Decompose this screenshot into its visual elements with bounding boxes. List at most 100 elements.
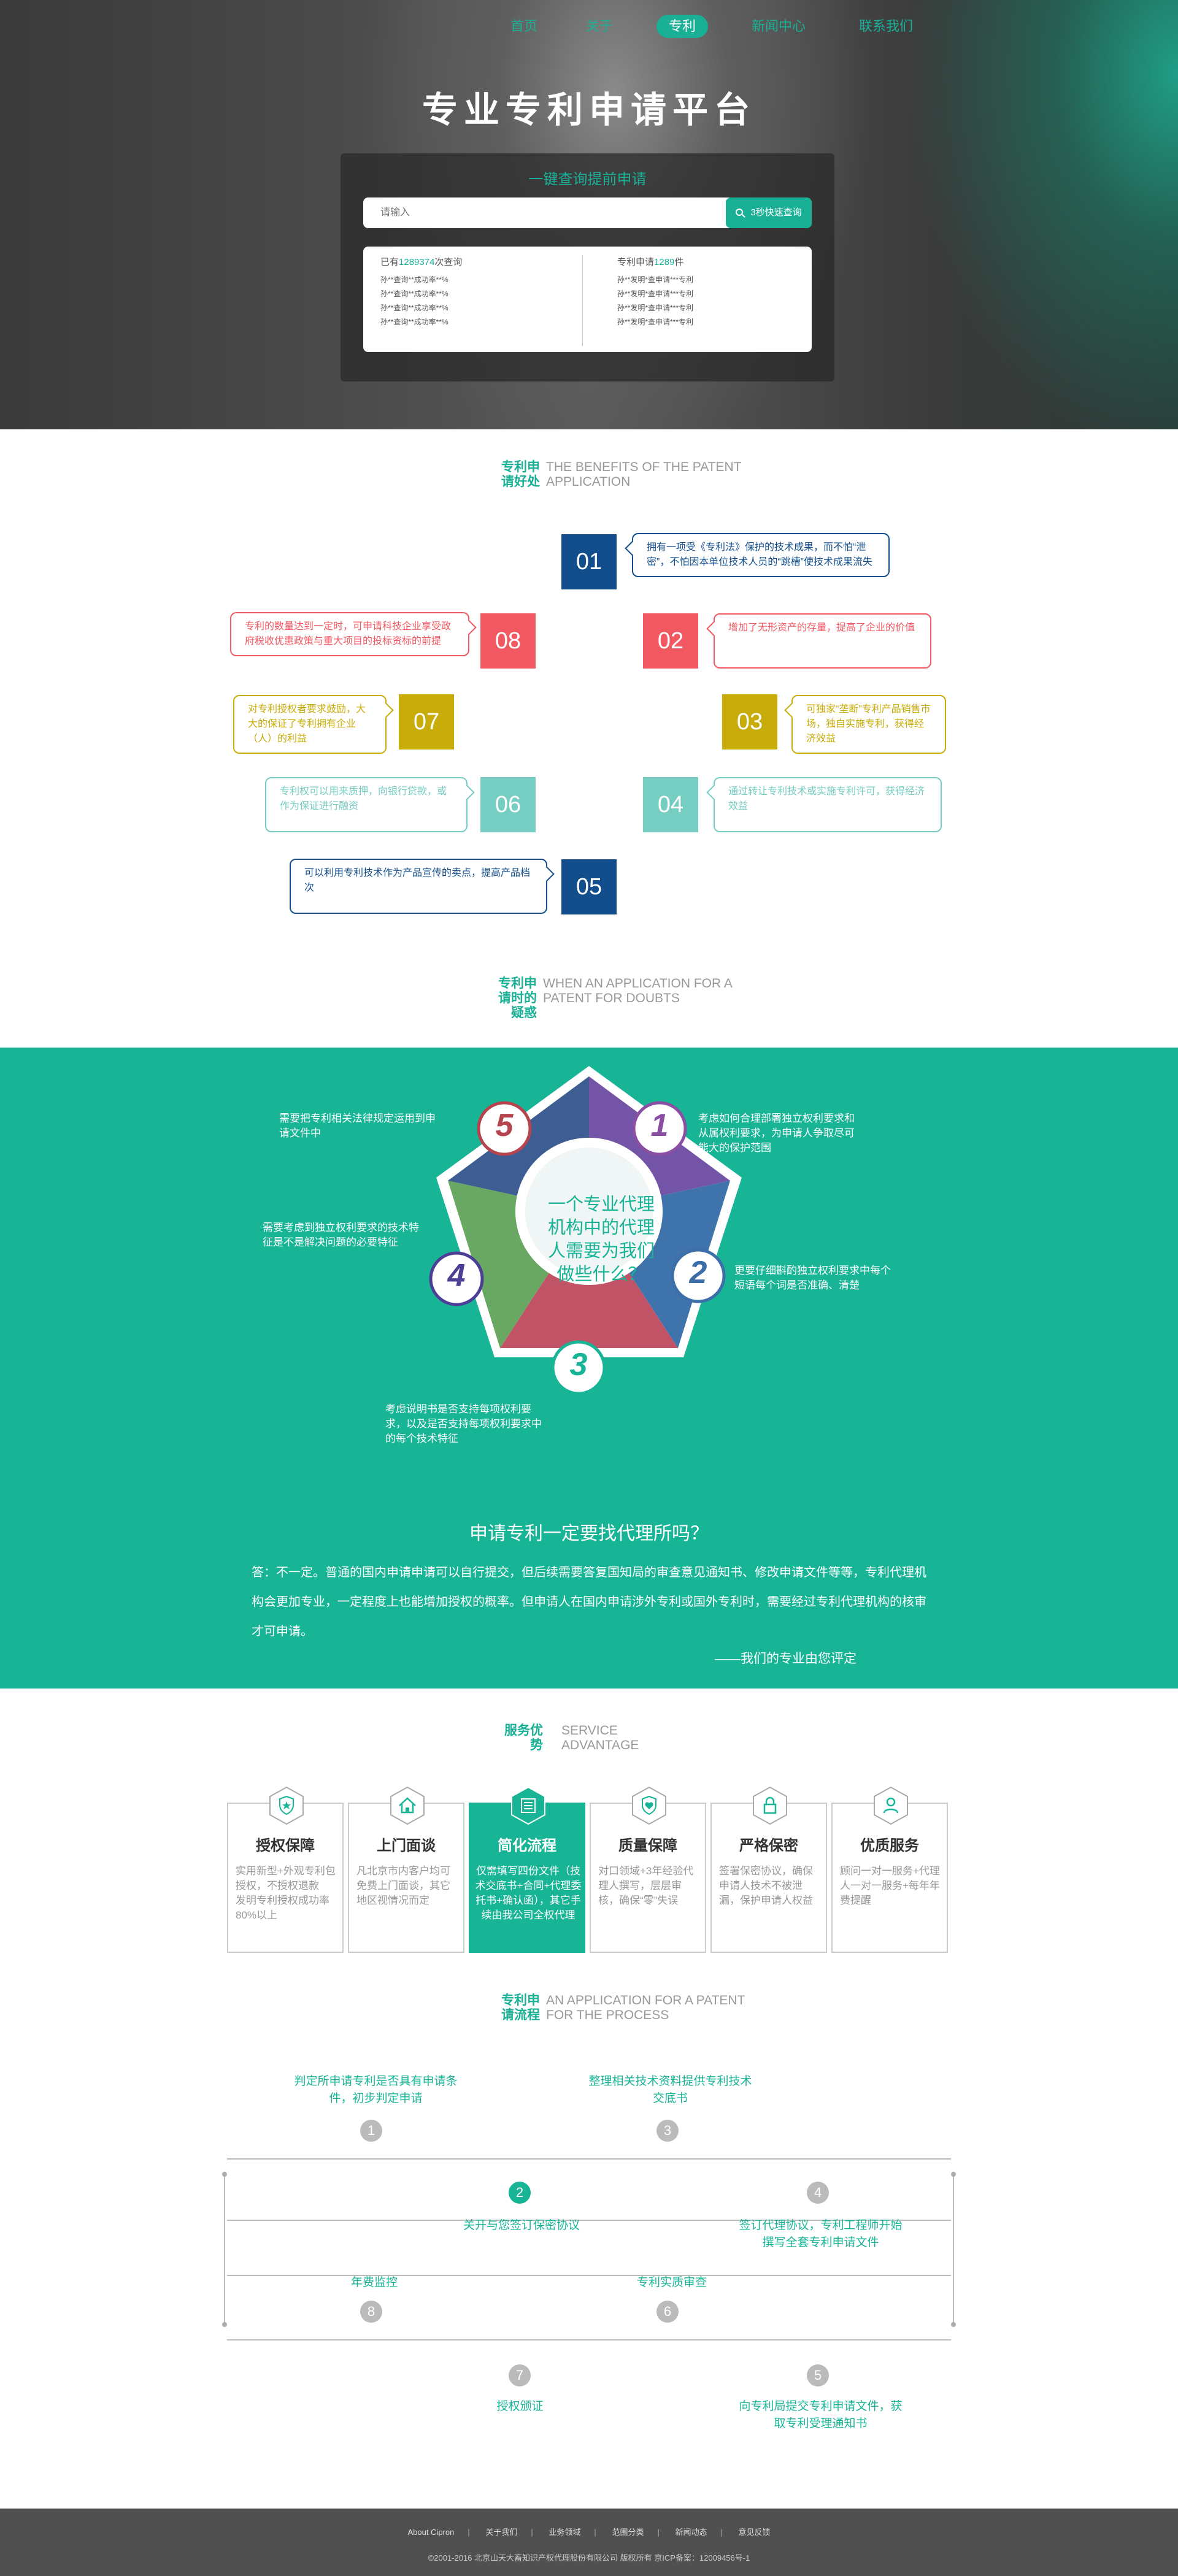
footer-link-about-en[interactable]: About Cipron (407, 2528, 455, 2537)
service-card[interactable]: 严格保密 签署保密协议，确保申请人技术不被泄漏，保护申请人权益 (710, 1786, 827, 1953)
service-desc: 仅需填写四份文件（技术交底书+合同+代理委托书+确认函），其它手续由我公司全权代… (475, 1865, 582, 1921)
nav-item-contact[interactable]: 联系我们 (859, 18, 914, 34)
benefit-number: 02 (643, 613, 698, 669)
benefit-text: 可独家“垄断”专利产品销售市场，独自实施专利，获得经济效益 (791, 695, 946, 754)
nav-item-about[interactable]: 关于 (586, 18, 614, 34)
doubt-badge-2 (671, 1248, 726, 1303)
user-icon (874, 1786, 908, 1825)
service-desc: 顾问一对一服务+代理人一对一服务+每年年费提醒 (840, 1865, 940, 1906)
service-card[interactable]: 授权保障 实用新型+外观专利包授权，不授权退款 发明专利授权成功率80%以上 (227, 1786, 344, 1953)
top-nav: 首页 关于 专利 新闻中心 联系我们 (0, 15, 1178, 39)
service-title: 严格保密 (739, 1838, 798, 1854)
benefit-text: 专利权可以用来质押，向银行贷款，或作为保证进行融资 (265, 777, 468, 832)
service-title: 授权保障 (256, 1838, 315, 1854)
process-step-number: 5 (807, 2364, 829, 2386)
query-stats: 已有1289374次查询 孙**查询**成功率**% 孙**查询**成功率**%… (380, 255, 462, 329)
doubts-heading-cn: 专利申请时的疑惑 (498, 976, 537, 1020)
query-stats-suffix: 次查询 (434, 257, 463, 267)
benefits-heading-cn: 专利申请好处 (501, 460, 540, 489)
benefit-text: 可以利用专利技术作为产品宣传的卖点，提高产品档次 (290, 859, 547, 914)
query-stats-prefix: 已有 (380, 257, 399, 267)
pentagon-diagram (429, 1066, 742, 1395)
service-title: 简化流程 (498, 1838, 556, 1854)
services-heading-en: SERVICE ADVANTAGE (561, 1723, 639, 1752)
query-line: 孙**查询**成功率**% (380, 318, 448, 326)
faq-sign: ——我们的专业由您评定 (715, 1652, 857, 1666)
application-line: 孙**发明*查申请***专利 (617, 318, 694, 326)
benefit-number: 03 (722, 694, 777, 749)
doubts-heading-en: WHEN AN APPLICATION FOR A PATENT FOR DOU… (543, 976, 732, 1005)
doubt-badge-5 (477, 1101, 532, 1156)
benefit-number: 05 (561, 859, 617, 914)
footer-link-feedback[interactable]: 意见反馈 (738, 2528, 771, 2537)
benefit-text: 拥有一项受《专利法》保护的技术成果，而不怕“泄密”，不怕因本单位技术人员的“跳槽… (632, 533, 890, 577)
stats-box: 已有1289374次查询 孙**查询**成功率**% 孙**查询**成功率**%… (363, 247, 812, 352)
pentagon-center-inner (525, 1148, 653, 1275)
search-button-label: 3秒快速查询 (750, 207, 802, 218)
benefit-text: 专利的数量达到一定时，可申请科技企业享受政府税收优惠政策与重大项目的投标资标的前… (230, 612, 469, 656)
search-panel: 一键查询提前申请 3秒快速查询 已有1289374次查询 孙**查询**成功率*… (341, 153, 834, 381)
process-step-label: 判定所申请专利是否具有申请条件，初步判定申请 (294, 2075, 458, 2105)
doubts-center-question: 一个专业代理机构中的代理人需要为我们做些什么？ (547, 1195, 655, 1284)
process-step-number: 6 (656, 2301, 679, 2323)
doubt-note-4: 需要考虑到独立权利要求的技术特征是不是解决问题的必要特征 (263, 1222, 419, 1248)
doubt-note-1: 考虑如何合理部署独立权利要求和从属权利要求，为申请人争取尽可能大的保护范围 (698, 1113, 855, 1154)
benefit-number: 06 (480, 777, 536, 832)
process-step-number: 8 (360, 2301, 382, 2323)
doubt-number-3: 3 (569, 1347, 588, 1382)
footer-link-about[interactable]: 关于我们 (485, 2528, 518, 2537)
nav-item-patent[interactable]: 专利 (656, 15, 709, 38)
application-stats-suffix: 件 (674, 257, 684, 267)
footer-separator: | (594, 2528, 596, 2537)
hero-banner: 首页 关于 专利 新闻中心 联系我们 专业专利申请平台 一键查询提前申请 3秒快… (0, 0, 1178, 429)
nav-item-news[interactable]: 新闻中心 (752, 18, 806, 34)
footer-separator: | (531, 2528, 533, 2537)
footer-link-news[interactable]: 新闻动态 (675, 2528, 707, 2537)
process-step-label: 授权颁证 (496, 2400, 544, 2413)
service-desc: 对口领域+3年经验代理人撰写，层层审核，确保“零”失误 (598, 1865, 694, 1906)
footer-copyright: ©2001-2016 北京山天大畜知识产权代理股份有限公司 版权所有 京ICP备… (428, 2553, 750, 2563)
doubt-note-3: 考虑说明书是否支持每项权利要求，以及是否支持每项权利要求中的每个技术特征 (385, 1403, 542, 1444)
benefit-text: 通过转让专利技术或实施专利许可，获得经济效益 (714, 777, 942, 832)
process-step-number: 2 (509, 2182, 531, 2204)
footer-separator: | (720, 2528, 723, 2537)
search-icon (736, 209, 744, 216)
doubt-number-5: 5 (495, 1108, 514, 1143)
doubt-note-5: 需要把专利相关法律规定运用到申请文件中 (279, 1113, 436, 1139)
footer-link-business[interactable]: 业务领域 (549, 2528, 581, 2537)
benefit-number: 04 (643, 777, 698, 832)
service-card[interactable]: 上门面谈 凡北京市内客户均可免费上门面谈，其它地区视情况而定 (348, 1786, 464, 1953)
search-title: 一键查询提前申请 (528, 171, 647, 188)
process-step-number: 3 (656, 2120, 679, 2142)
doubt-number-2: 2 (689, 1255, 707, 1290)
process-step-number: 7 (509, 2364, 531, 2386)
benefits-heading-en: THE BENEFITS OF THE PATENT APPLICATION (546, 460, 742, 489)
service-desc: 凡北京市内客户均可免费上门面谈，其它地区视情况而定 (356, 1865, 450, 1906)
query-line: 孙**查询**成功率**% (380, 275, 448, 284)
application-stats: 专利申请1289件 孙**发明*查申请***专利 孙**发明*查申请***专利 … (617, 255, 693, 329)
service-card-active[interactable]: 简化流程 仅需填写四份文件（技术交底书+合同+代理委托书+确认函），其它手续由我… (469, 1786, 585, 1953)
process-step-label: 整理相关技术资料提供专利技术交底书 (588, 2075, 752, 2105)
benefit-number: 08 (480, 613, 536, 669)
footer-link-scope[interactable]: 范围分类 (612, 2528, 644, 2537)
search-input[interactable] (363, 197, 759, 228)
benefits-heading: 专利申请好处 THE BENEFITS OF THE PATENT APPLIC… (497, 460, 804, 491)
service-card[interactable]: 质量保障 对口领域+3年经验代理人撰写，层层审核，确保“零”失误 (590, 1786, 706, 1953)
process-heading: 专利申请流程 AN APPLICATION FOR A PATENT FOR T… (497, 1993, 804, 2024)
application-count: 1289 (654, 257, 675, 267)
service-title: 优质服务 (860, 1838, 919, 1854)
nav-item-home[interactable]: 首页 (510, 18, 538, 34)
query-stats-head: 已有1289374次查询 (380, 255, 462, 268)
doubts-heading: 专利申请时的疑惑 WHEN AN APPLICATION FOR A PATEN… (494, 976, 801, 1020)
query-line: 孙**查询**成功率**% (380, 289, 448, 298)
doubt-badge-3 (551, 1340, 606, 1395)
benefit-number: 01 (561, 534, 617, 589)
doubt-number-4: 4 (447, 1258, 466, 1294)
footer-separator: | (468, 2528, 470, 2537)
process-step-label: 签订代理协议，专利工程师开始撰写全套专利申请文件 (739, 2219, 903, 2249)
service-card[interactable]: 优质服务 顾问一对一服务+代理人一对一服务+每年年费提醒 (831, 1786, 948, 1953)
document-list-icon (511, 1786, 545, 1825)
service-desc: 实用新型+外观专利包授权，不授权退款 发明专利授权成功率80%以上 (236, 1865, 336, 1921)
search-button[interactable]: 3秒快速查询 (726, 197, 812, 228)
application-stats-prefix: 专利申请 (617, 257, 655, 267)
